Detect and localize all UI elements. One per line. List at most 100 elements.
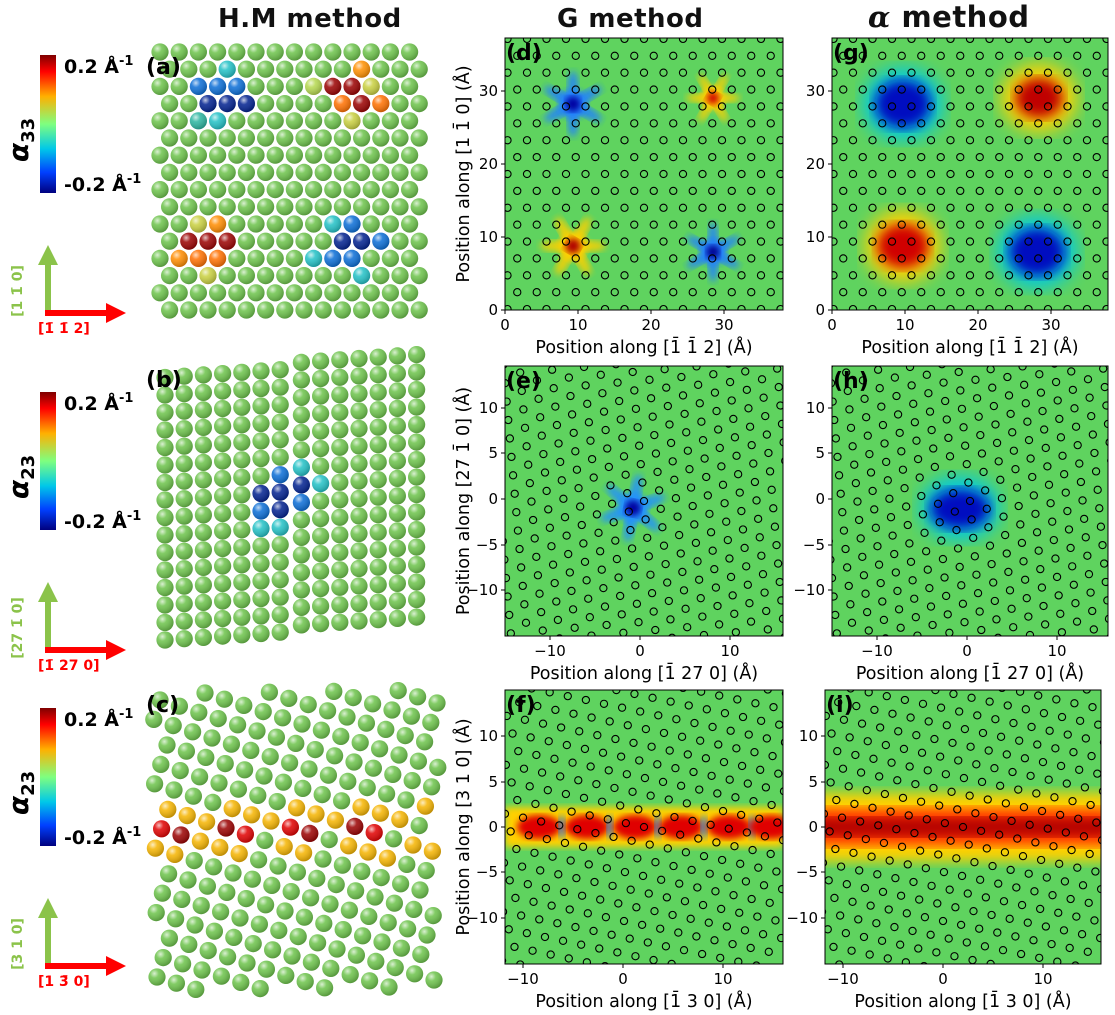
atom-marker [534,394,543,403]
atom-marker [776,304,783,310]
atom-marker [995,51,1004,60]
atom-marker [1102,237,1108,246]
atom-marker [679,690,687,693]
atom-marker [542,271,551,280]
atom-marker [938,366,946,369]
atom-marker [945,452,955,461]
atom-shade [189,146,207,164]
atom-marker [878,152,887,162]
atom-marker [628,787,637,796]
atom-marker [936,288,945,297]
atom-shade [350,402,368,420]
atom-shade [175,402,193,420]
atom-marker [1073,119,1082,128]
atom-marker [868,102,877,111]
atom-marker [714,425,723,434]
atom-marker [748,845,757,855]
atom-marker [917,748,927,757]
atom-marker [756,102,766,111]
atom-marker [956,220,965,229]
atom-marker [1063,304,1072,310]
atom-marker [737,304,746,310]
atom-marker [935,801,944,810]
atom-shade [209,181,227,199]
atom-shade [292,581,310,599]
atom-marker [626,525,635,535]
atom-marker [1102,304,1108,310]
atom-shade [381,249,399,267]
atom-marker [907,136,916,145]
atom-marker [639,271,649,280]
atom-shade [305,181,323,199]
atom-marker [875,772,884,781]
atom-marker [589,473,598,482]
atom-marker [609,518,618,527]
y-tick-label: 0 [488,301,498,319]
atom-marker [766,85,775,94]
atom-marker [1096,522,1106,531]
atom-marker [906,713,915,722]
atom-marker [698,612,707,621]
atom-shade [324,112,342,130]
atom-marker [868,237,877,246]
atom-marker [649,254,658,263]
atom-shade [343,77,361,95]
atom-marker [556,457,565,467]
atom-marker [869,754,878,763]
atom-marker [839,186,848,196]
atom-shade [428,694,446,712]
atom-marker [564,954,573,963]
atom-shade [205,858,223,876]
atom-marker [1092,119,1101,128]
atom-marker [966,742,975,751]
atom-marker [877,936,887,945]
atom-shade [252,467,270,485]
atom-shade [151,215,169,233]
atom-shade [408,521,426,539]
atom-marker [610,85,619,94]
atom-marker [693,557,702,566]
atom-marker [1005,914,1014,923]
atom-marker [1014,152,1023,162]
atom-marker [836,911,845,920]
atom-marker [766,51,775,60]
atom-marker [1053,254,1062,263]
atom-shade [167,974,185,992]
atom-shade [237,95,255,113]
atom-marker [765,898,774,908]
atom-shade [271,466,289,484]
atom-marker [1083,947,1092,956]
atom-shade [170,181,188,199]
atom-marker [712,406,721,416]
atom-shade [292,546,310,564]
atom-marker [599,407,609,416]
atom-shade [292,353,310,371]
atom-marker [1029,491,1038,500]
atom-marker [522,169,532,179]
atom-marker [536,413,545,422]
atom-marker [995,288,1004,297]
atom-marker [631,952,640,961]
atom-shade [160,929,178,947]
atom-marker [881,740,890,750]
atom-marker [749,796,758,806]
atom-marker [644,889,653,898]
atom-marker [774,769,783,778]
atom-shade [408,398,426,416]
atom-shade [218,129,236,147]
atom-marker [1012,883,1021,892]
atom-marker [932,948,941,957]
atom-marker [898,793,908,803]
atom-shade [199,267,217,285]
axis-right-arrowhead [106,303,126,323]
atom-marker [1063,68,1072,77]
atom-marker [846,423,856,432]
atom-shade [343,284,361,302]
atom-marker [1053,152,1062,162]
atom-shade [362,112,380,130]
atom-marker [520,715,530,724]
atom-marker [1097,836,1101,845]
atom-marker [553,615,563,625]
atom-marker [956,386,965,395]
atom-shade [408,591,426,609]
